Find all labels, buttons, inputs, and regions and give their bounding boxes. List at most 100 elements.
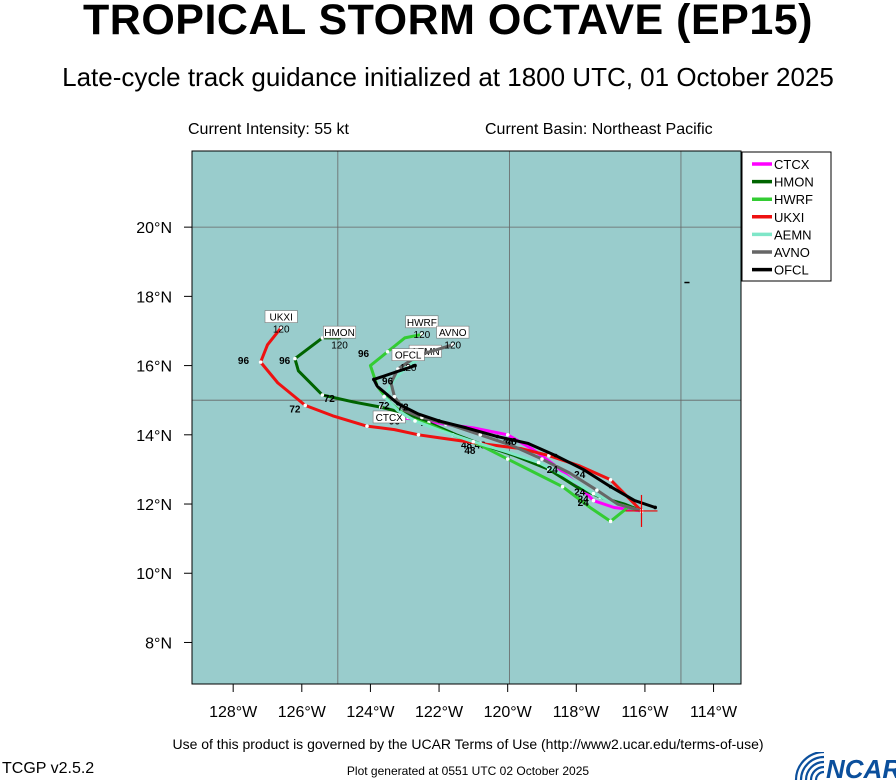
track-point <box>413 419 417 423</box>
track-point <box>591 498 596 503</box>
forecast-hour-label: 24 <box>574 487 586 498</box>
track-point <box>560 484 565 489</box>
track-end-label: HMON <box>324 328 355 339</box>
track-point <box>478 433 483 437</box>
x-tick-label: 118°W <box>553 704 601 721</box>
forecast-hour-label: 24 <box>578 498 590 509</box>
track-point <box>372 377 376 382</box>
track-point <box>382 394 386 399</box>
ncar-logo-arc <box>794 752 825 780</box>
x-tick-label: 128°W <box>209 704 258 721</box>
forecast-hour-label: 72 <box>289 404 301 415</box>
track-end-label: AVNO <box>439 328 467 339</box>
track-point <box>547 453 551 458</box>
track-point <box>495 434 500 439</box>
legend-label-ctcx: CTCX <box>774 157 810 172</box>
chart-subtitle: Late-cycle track guidance initialized at… <box>62 62 834 92</box>
track-point <box>608 484 613 489</box>
track-point <box>365 424 369 428</box>
track-point <box>416 433 421 437</box>
forecast-hour-label: 72 <box>397 403 409 414</box>
legend-label-ukxi: UKXI <box>774 210 804 225</box>
terms-of-use-text: Use of this product is governed by the U… <box>172 736 764 752</box>
current-basin-label: Current Basin: Northeast Pacific <box>485 121 713 138</box>
track-point <box>420 332 424 337</box>
track-end-label-box <box>436 325 470 339</box>
x-tick-label: 122°W <box>415 704 464 721</box>
track-line-hmon <box>293 336 643 513</box>
ncar-logo-arc <box>804 760 825 780</box>
track-point <box>396 401 400 406</box>
track-point <box>320 393 325 397</box>
ncar-logo-arc <box>814 770 825 780</box>
track-point <box>591 491 596 496</box>
legend-label-avno: AVNO <box>774 245 810 260</box>
track-point <box>536 460 541 465</box>
forecast-hour-label: 96 <box>358 349 370 360</box>
track-end-label-box <box>323 325 357 339</box>
forecast-hour-label: 48 <box>464 446 476 457</box>
forecast-hour-label: 72 <box>379 401 391 412</box>
forecast-hour-label: 24 <box>574 470 586 481</box>
track-point <box>303 403 308 408</box>
track-end-label: UKXI <box>270 313 293 324</box>
track-point <box>293 356 297 361</box>
track-end-label: OFCL <box>395 351 422 362</box>
y-tick-label: 16°N <box>136 359 172 376</box>
ncar-logo-text: NCAR <box>826 754 896 780</box>
forecast-hour-label: 48 <box>506 437 518 448</box>
generated-timestamp: Plot generated at 0551 UTC 02 October 20… <box>346 764 590 778</box>
forecast-hour-label: 96 <box>238 356 250 367</box>
chart-title: TROPICAL STORM OCTAVE (EP15) <box>83 0 813 44</box>
ncar-logo-arc <box>799 755 825 780</box>
track-point <box>385 349 390 354</box>
x-tick-label: 120°W <box>484 704 533 721</box>
y-tick-label: 20°N <box>136 220 172 237</box>
legend-label-hwrf: HWRF <box>774 192 813 207</box>
y-tick-label: 10°N <box>136 566 172 583</box>
y-tick-label: 8°N <box>145 635 172 652</box>
track-point <box>505 457 510 461</box>
track-end-label: CTCX <box>376 413 404 424</box>
track-end-label-box <box>391 348 425 361</box>
legend-label-aemn: AEMN <box>774 227 812 242</box>
track-point <box>378 405 383 409</box>
forecast-hour-label: 96 <box>382 377 394 388</box>
track-point <box>540 457 544 461</box>
current-intensity-label: Current Intensity: 55 kt <box>188 121 349 138</box>
track-end-label-box <box>405 315 439 329</box>
plot-frame <box>191 150 742 685</box>
track-end-label: HWRF <box>407 318 437 329</box>
x-tick-label: 124°W <box>346 704 395 721</box>
track-point <box>413 363 417 368</box>
ncar-logo: NCAR <box>794 752 896 780</box>
track-end-hour: 120 <box>273 325 290 336</box>
track-point <box>608 477 613 482</box>
ncar-logo-arc <box>809 765 825 780</box>
track-point <box>392 394 397 399</box>
y-tick-label: 14°N <box>136 428 172 445</box>
track-point <box>471 439 476 444</box>
forecast-hour-label: 96 <box>279 356 291 367</box>
track-point <box>258 360 263 364</box>
legend-label-hmon: HMON <box>774 175 814 190</box>
track-point <box>608 519 613 524</box>
track-end-hour: 120 <box>444 340 461 351</box>
forecast-hour-label: 24 <box>578 494 590 505</box>
version-label: TCGP v2.5.2 <box>2 760 95 777</box>
forecast-hour-label: 24 <box>547 465 559 476</box>
y-tick-label: 18°N <box>136 289 172 306</box>
legend-label-ofcl: OFCL <box>774 263 809 278</box>
track-end-label-box <box>264 310 298 323</box>
ocean-area <box>192 151 741 684</box>
forecast-hour-label: 72 <box>324 394 336 405</box>
track-point <box>437 419 441 423</box>
x-tick-label: 126°W <box>278 704 327 721</box>
track-end-hour: 120 <box>400 363 417 374</box>
track-point <box>553 453 558 458</box>
track-point <box>595 488 599 492</box>
legend: CTCX HMON HWRF UKXI AEMN AVNO OFCL <box>741 151 832 282</box>
